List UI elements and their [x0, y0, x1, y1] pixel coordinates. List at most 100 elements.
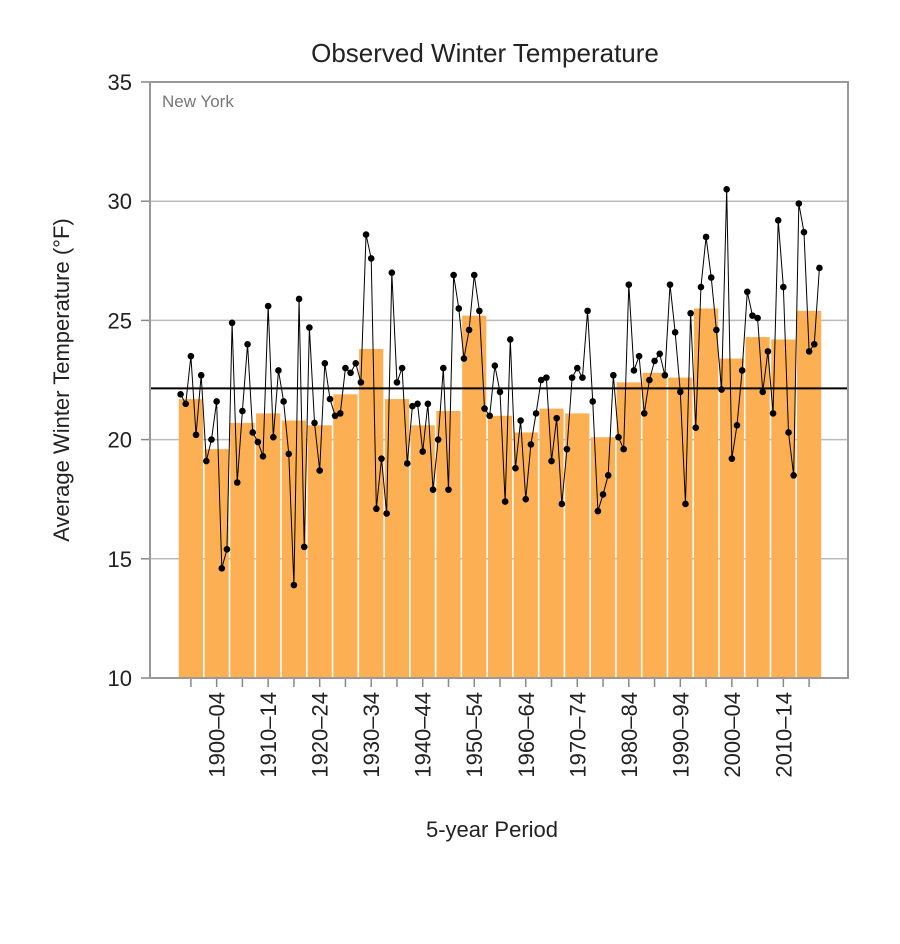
annual-point [589, 398, 597, 405]
bar [513, 432, 538, 678]
annual-point [228, 319, 236, 327]
annual-point [553, 414, 560, 422]
annual-point [517, 417, 524, 424]
annual-point [790, 472, 797, 479]
annual-point [620, 445, 627, 453]
bar [333, 394, 358, 678]
annual-point [496, 388, 504, 396]
annual-point [285, 450, 293, 458]
annual-point [424, 400, 432, 408]
annual-point [610, 371, 617, 379]
annual-point [336, 410, 344, 417]
annual-point [357, 379, 365, 386]
annual-point [754, 314, 761, 322]
bar [462, 315, 487, 678]
annual-point [769, 410, 777, 417]
annual-point [532, 410, 540, 417]
x-tick-label: 1910–14 [256, 692, 281, 778]
bar [719, 358, 744, 678]
annual-point [780, 283, 787, 291]
annual-point [187, 352, 195, 360]
annual-point [275, 367, 282, 374]
annual-point [290, 581, 298, 589]
annual-point [264, 302, 272, 310]
annual-point [331, 412, 339, 420]
annual-point [486, 412, 493, 420]
annual-point [306, 324, 313, 331]
bar [230, 422, 255, 678]
annual-point [476, 307, 483, 315]
annual-point [367, 255, 375, 262]
annotation: New York [162, 92, 234, 111]
bar [384, 399, 410, 678]
annual-point [182, 400, 190, 408]
x-tick-label: 2010–14 [771, 692, 796, 778]
annual-point [630, 367, 638, 374]
annual-point [223, 545, 231, 553]
annual-point [558, 500, 566, 508]
annual-point [682, 500, 689, 508]
bar [642, 372, 667, 678]
bar [745, 337, 770, 678]
annual-point [625, 281, 633, 288]
annual-point [300, 543, 308, 551]
annual-point [749, 312, 756, 319]
bar [539, 408, 564, 678]
annual-point [429, 486, 437, 493]
annual-point [713, 326, 720, 334]
annual-point [543, 374, 550, 381]
annual-point [403, 460, 411, 467]
annual-point [388, 269, 396, 277]
annual-point [800, 228, 808, 236]
annual-point [805, 348, 813, 355]
annual-point [671, 329, 679, 336]
annual-point [656, 350, 664, 358]
annual-point [702, 233, 710, 241]
annual-point [599, 491, 607, 498]
chart-title: Observed Winter Temperature [311, 38, 659, 68]
annual-point [816, 264, 823, 272]
annual-point [759, 388, 767, 396]
annual-point [192, 431, 200, 439]
annual-point [507, 336, 514, 343]
bar [178, 399, 203, 678]
bar [204, 449, 229, 678]
bar [771, 339, 796, 678]
annual-point [455, 305, 463, 312]
annual-point [764, 348, 772, 355]
annual-point [666, 281, 674, 288]
annual-point [213, 398, 220, 405]
annual-point [661, 371, 669, 379]
annual-point [378, 455, 385, 462]
annual-point [640, 410, 648, 417]
annual-point [718, 386, 725, 393]
annual-point [197, 371, 205, 379]
annual-point [470, 271, 478, 279]
annual-point [270, 433, 277, 441]
annual-point [579, 374, 586, 381]
annual-point [445, 486, 452, 493]
annual-point [203, 457, 210, 465]
annual-point [465, 326, 473, 334]
y-axis-title: Average Winter Temperature (°F) [49, 218, 74, 541]
annual-point [362, 231, 370, 238]
annual-point [244, 340, 251, 348]
annual-point [352, 360, 360, 367]
annual-point [347, 369, 354, 377]
x-tick-label: 1970–74 [565, 692, 590, 778]
annual-point [383, 510, 390, 517]
annual-point [491, 362, 499, 369]
annual-point [295, 295, 303, 303]
annual-point [419, 448, 427, 455]
annual-point [733, 421, 741, 429]
y-tick-label: 30 [108, 189, 132, 214]
annual-point [512, 464, 519, 472]
annual-point [615, 433, 622, 441]
annual-point [321, 360, 329, 367]
annual-point [177, 391, 184, 398]
bar [410, 425, 435, 678]
annual-point [563, 445, 571, 453]
annual-point [604, 472, 612, 479]
y-tick-label: 20 [108, 428, 132, 453]
